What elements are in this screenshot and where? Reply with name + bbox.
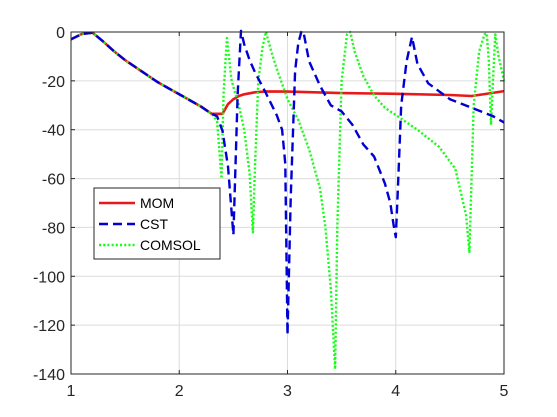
y-tick-label: -40 bbox=[42, 123, 65, 140]
x-tick-label: 1 bbox=[67, 383, 76, 400]
x-tick-label: 3 bbox=[283, 383, 292, 400]
legend-label-mom: MOM bbox=[140, 195, 174, 211]
y-tick-label: -100 bbox=[33, 269, 65, 286]
x-tick-label: 4 bbox=[391, 383, 400, 400]
y-tick-label: -140 bbox=[33, 367, 65, 384]
y-tick-label: -20 bbox=[42, 74, 65, 91]
y-tick-label: 0 bbox=[56, 25, 65, 42]
y-tick-label: -80 bbox=[42, 220, 65, 237]
legend: MOM CST COMSOL bbox=[93, 187, 221, 260]
series-line-cst bbox=[70, 29, 505, 337]
y-tick-label: -120 bbox=[33, 318, 65, 335]
legend-label-cst: CST bbox=[140, 216, 168, 232]
axis-ticks: 1 2 3 4 5 0 -20 -40 -60 -80 -100 -120 -140 bbox=[33, 25, 509, 400]
series-layer bbox=[70, 29, 506, 371]
x-tick-label: 2 bbox=[175, 383, 184, 400]
x-tick-label: 5 bbox=[500, 383, 509, 400]
y-tick-label: -60 bbox=[42, 172, 65, 189]
legend-label-comsol: COMSOL bbox=[140, 237, 201, 253]
